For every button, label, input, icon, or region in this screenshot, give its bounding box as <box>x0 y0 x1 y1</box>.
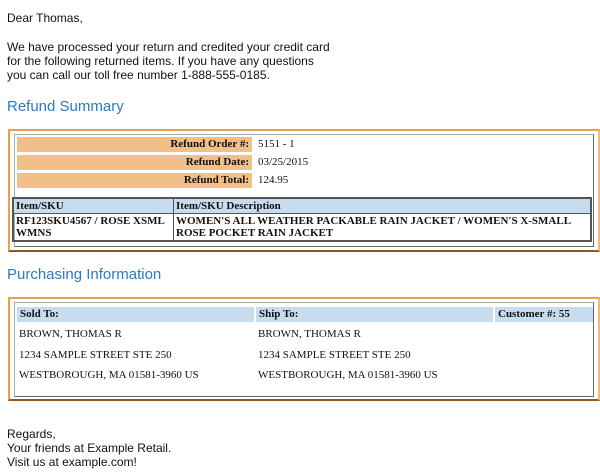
ship-to-city: WESTBOROUGH, MA 01581-3960 US <box>258 369 438 381</box>
sold-to-street: 1234 SAMPLE STREET STE 250 <box>19 349 172 361</box>
ship-to-name: BROWN, THOMAS R <box>258 328 361 340</box>
purchasing-info-heading: Purchasing Information <box>7 266 162 283</box>
intro-line: you can call our toll free number 1-888-… <box>7 68 270 82</box>
refund-summary-panel: Refund Order #: 5151 - 1 Refund Date: 03… <box>14 134 594 247</box>
items-table: Item/SKU Item/SKU Description RF123SKU456… <box>12 197 592 242</box>
closing-line: Your friends at Example Retail. <box>7 441 172 455</box>
closing-line: Regards, <box>7 427 56 441</box>
refund-date-value: 03/25/2015 <box>258 156 309 168</box>
refund-order-value: 5151 - 1 <box>258 138 295 150</box>
refund-date-label: Refund Date: <box>17 155 252 170</box>
intro-line: for the following returned items. If you… <box>7 54 314 68</box>
item-description: WOMEN'S ALL WEATHER PACKABLE RAIN JACKET… <box>173 213 592 242</box>
sold-to-city: WESTBOROUGH, MA 01581-3960 US <box>19 369 199 381</box>
refund-total-label: Refund Total: <box>17 173 252 188</box>
intro-line: We have processed your return and credit… <box>7 40 330 54</box>
customer-number: Customer #: 55 <box>495 307 593 322</box>
column-header-description: Item/SKU Description <box>173 197 592 214</box>
ship-to-header: Ship To: <box>256 307 493 322</box>
item-sku: RF123SKU4567 / ROSE XSML WMNS <box>12 213 174 242</box>
items-header-row: Item/SKU Item/SKU Description <box>12 197 592 214</box>
closing: Regards, Your friends at Example Retail.… <box>7 427 171 469</box>
purchasing-info-box: Sold To: Ship To: Customer #: 55 BROWN, … <box>8 297 600 401</box>
sold-to-name: BROWN, THOMAS R <box>19 328 122 340</box>
sold-to-header: Sold To: <box>17 307 254 322</box>
column-header-sku: Item/SKU <box>12 197 174 214</box>
refund-summary-box: Refund Order #: 5151 - 1 Refund Date: 03… <box>8 129 600 252</box>
ship-to-street: 1234 SAMPLE STREET STE 250 <box>258 349 411 361</box>
intro-text: We have processed your return and credit… <box>7 40 330 82</box>
refund-order-label: Refund Order #: <box>17 137 252 152</box>
refund-total-value: 124.95 <box>258 174 289 186</box>
purchasing-info-panel: Sold To: Ship To: Customer #: 55 BROWN, … <box>14 302 594 397</box>
closing-line: Visit us at example.com! <box>7 455 137 469</box>
refund-summary-heading: Refund Summary <box>7 98 124 115</box>
table-row: RF123SKU4567 / ROSE XSML WMNS WOMEN'S ALL… <box>12 213 592 242</box>
greeting: Dear Thomas, <box>7 11 83 25</box>
